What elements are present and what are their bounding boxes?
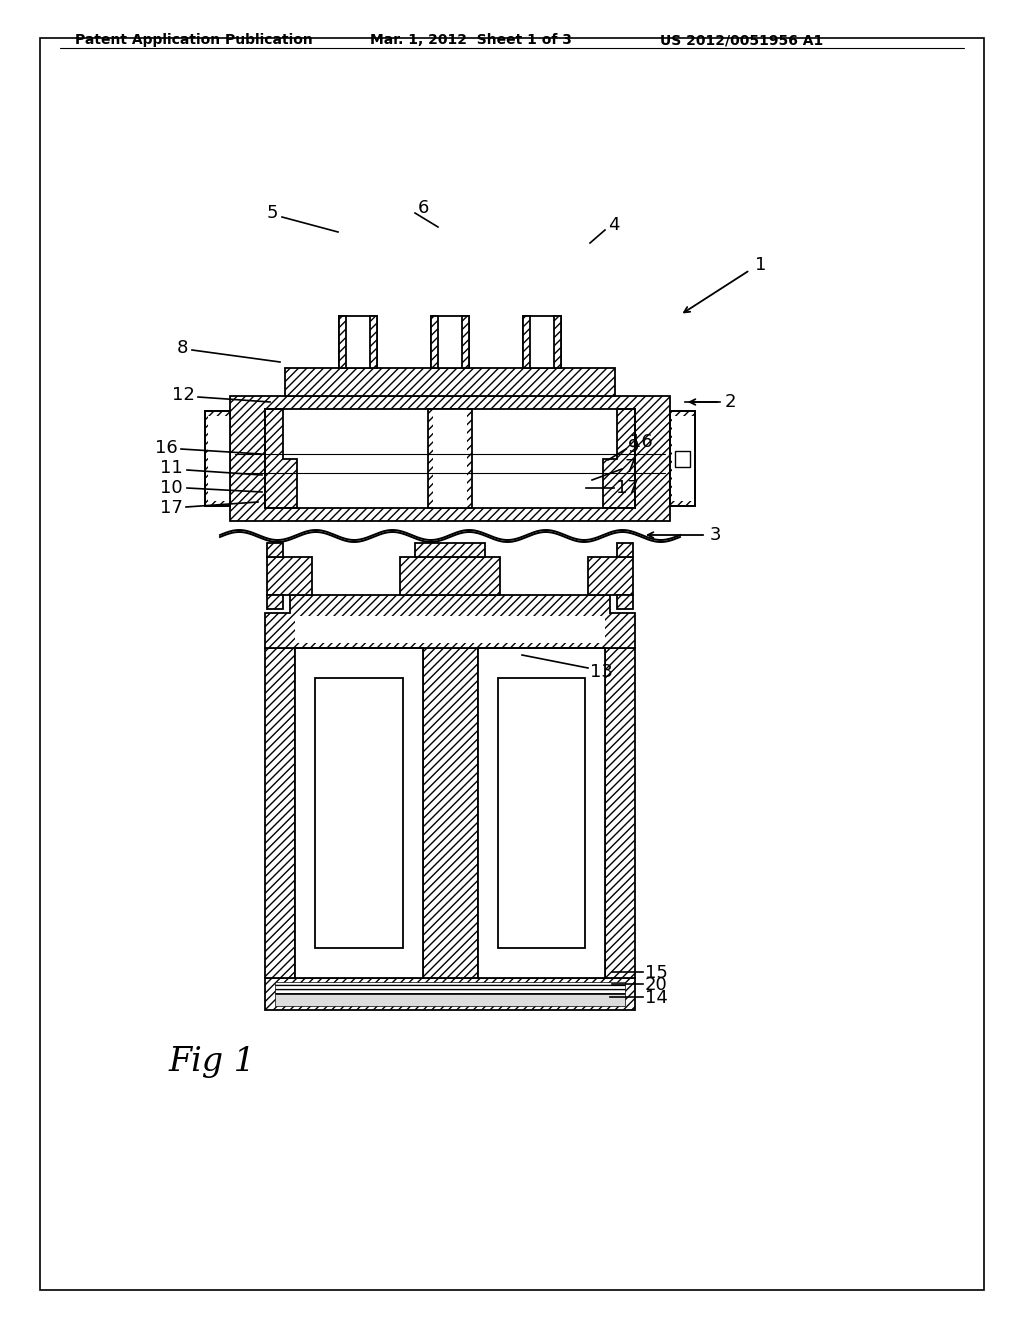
Bar: [478, 648, 605, 978]
Bar: [433, 409, 467, 508]
Polygon shape: [431, 315, 438, 368]
Text: 5: 5: [266, 205, 278, 222]
Bar: [670, 411, 695, 506]
Polygon shape: [339, 315, 346, 368]
Polygon shape: [605, 648, 635, 978]
Bar: [523, 315, 561, 368]
Text: 10: 10: [161, 479, 183, 498]
Polygon shape: [462, 315, 469, 368]
Text: 2: 2: [725, 393, 736, 411]
Text: 13: 13: [590, 663, 613, 681]
Polygon shape: [265, 409, 297, 508]
Text: 3: 3: [710, 525, 722, 544]
Text: 15: 15: [645, 964, 668, 982]
Text: 1: 1: [755, 256, 766, 275]
Polygon shape: [603, 409, 635, 508]
Polygon shape: [617, 543, 633, 557]
Polygon shape: [588, 557, 633, 595]
Polygon shape: [285, 368, 615, 396]
Polygon shape: [523, 315, 530, 368]
Text: 17: 17: [160, 499, 183, 517]
Bar: [205, 411, 230, 506]
Bar: [498, 678, 585, 948]
Text: 14: 14: [645, 989, 668, 1007]
Bar: [478, 648, 605, 978]
Bar: [339, 315, 377, 368]
Text: Patent Application Publication: Patent Application Publication: [75, 33, 312, 48]
Text: Mar. 1, 2012  Sheet 1 of 3: Mar. 1, 2012 Sheet 1 of 3: [370, 33, 571, 48]
Text: 11: 11: [160, 459, 183, 477]
Bar: [672, 416, 694, 502]
Text: 8: 8: [176, 339, 188, 356]
Polygon shape: [415, 543, 485, 557]
Bar: [675, 451, 690, 467]
Bar: [295, 616, 605, 643]
Polygon shape: [617, 595, 633, 609]
Polygon shape: [370, 315, 377, 368]
Bar: [275, 994, 625, 1006]
Text: 9: 9: [628, 438, 640, 455]
Text: Fig 1: Fig 1: [168, 1045, 255, 1078]
Polygon shape: [267, 557, 312, 595]
Polygon shape: [205, 411, 230, 506]
Bar: [275, 982, 625, 994]
Polygon shape: [428, 409, 472, 508]
Bar: [431, 315, 469, 368]
Text: 16: 16: [156, 440, 178, 457]
Polygon shape: [554, 315, 561, 368]
Polygon shape: [670, 411, 695, 506]
Bar: [265, 409, 635, 508]
Text: 12: 12: [172, 385, 195, 404]
Text: 7: 7: [625, 458, 637, 477]
Polygon shape: [265, 978, 635, 1010]
Polygon shape: [400, 557, 500, 595]
Bar: [265, 409, 635, 508]
Text: 17: 17: [616, 479, 639, 498]
Text: 20: 20: [645, 975, 668, 994]
Bar: [208, 416, 230, 502]
Polygon shape: [265, 595, 635, 648]
Text: 6: 6: [418, 199, 429, 216]
Bar: [315, 678, 403, 948]
Bar: [295, 648, 423, 978]
Bar: [295, 648, 423, 978]
Text: 4: 4: [608, 216, 620, 234]
Text: US 2012/0051956 A1: US 2012/0051956 A1: [660, 33, 823, 48]
Polygon shape: [267, 543, 283, 557]
Polygon shape: [265, 648, 295, 978]
Text: 16: 16: [630, 433, 652, 451]
Polygon shape: [423, 648, 478, 978]
Polygon shape: [267, 595, 283, 609]
Polygon shape: [230, 396, 670, 521]
